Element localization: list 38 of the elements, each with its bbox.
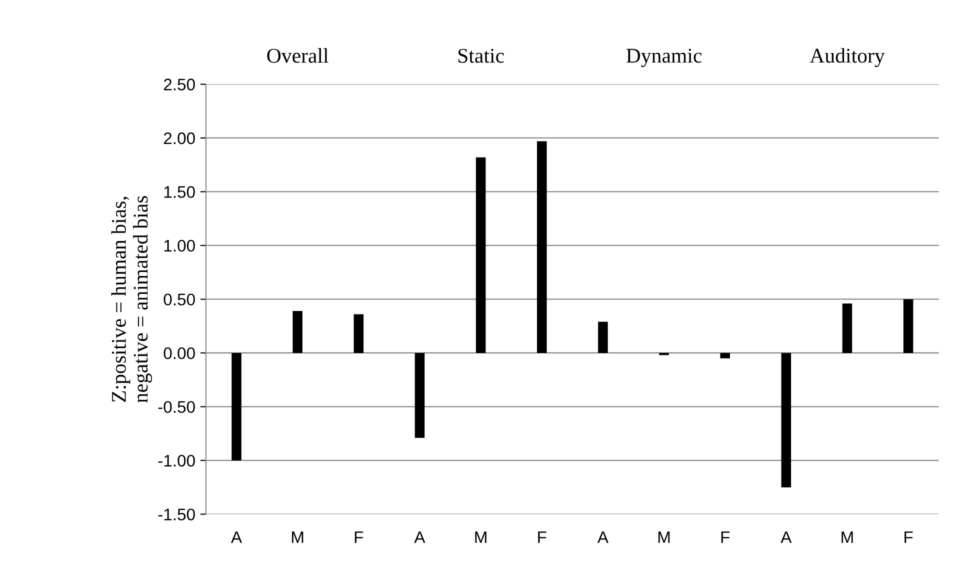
y-axis-title: Z:positive = human bias, negative = animated bias xyxy=(111,196,152,403)
x-tick-label: A xyxy=(230,531,242,543)
text: Static xyxy=(458,48,504,63)
x-tick-label: F xyxy=(904,531,913,543)
y-tick-label: -1.00 xyxy=(158,454,195,467)
x-tick-label: M xyxy=(842,531,853,543)
x-tick-label: M xyxy=(475,531,486,543)
y-tick-label: 0.00 xyxy=(164,347,195,360)
bar xyxy=(232,352,242,460)
x-tick-label: F xyxy=(354,531,364,543)
x-tick-label: A xyxy=(414,531,426,543)
y-tick-label: 1.00 xyxy=(164,240,195,252)
x-tick-label: F xyxy=(721,531,730,543)
x-tick-label: M xyxy=(292,531,304,543)
y-tick-label: 2.50 xyxy=(164,78,195,90)
bar xyxy=(354,314,364,353)
bar xyxy=(842,304,852,353)
bar xyxy=(903,299,914,353)
bar xyxy=(659,352,669,356)
x-tick-label: A xyxy=(597,531,608,543)
x-tick-label: M xyxy=(658,531,670,543)
bar xyxy=(536,141,547,353)
y-tick-label: -0.50 xyxy=(158,401,195,413)
bar xyxy=(720,352,730,358)
text: Auditory xyxy=(810,48,885,68)
bar xyxy=(414,352,425,438)
y-tick-label: -1.50 xyxy=(158,508,195,520)
y-tick-label: 2.00 xyxy=(164,132,195,144)
bar xyxy=(476,157,486,353)
bar xyxy=(781,352,792,488)
x-tick-label: A xyxy=(780,531,792,543)
y-tick-label: 0.50 xyxy=(164,294,195,306)
text: Dynamic xyxy=(626,48,702,68)
x-tick-label: F xyxy=(538,531,546,543)
y-tick-label: 1.50 xyxy=(164,186,195,198)
text: Overall xyxy=(267,48,328,63)
bar xyxy=(292,311,302,353)
bar xyxy=(598,322,608,353)
